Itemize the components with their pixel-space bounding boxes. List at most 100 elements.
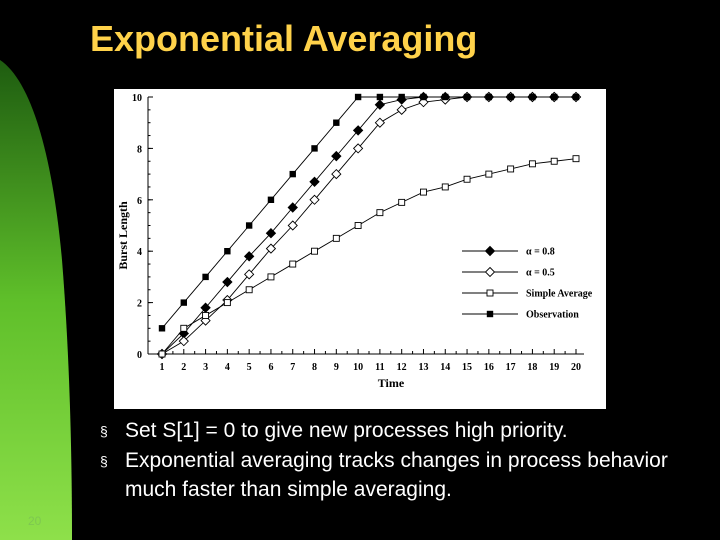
y-tick-label: 2 [137, 299, 142, 310]
series-line-observation [161, 96, 576, 329]
data-point-simple-average [572, 155, 580, 163]
data-point-observation [507, 93, 514, 101]
y-axis-label: Burst Length [116, 201, 130, 270]
data-point-simple-average [267, 273, 275, 281]
data-point-observation [224, 248, 231, 255]
page-number: 20 [28, 514, 42, 528]
data-point-observation [158, 325, 166, 332]
x-tick-label: 6 [268, 362, 273, 373]
data-point-0-8 [374, 99, 386, 110]
x-tick-label: 19 [549, 362, 559, 373]
legend-label: Observation [526, 310, 579, 321]
data-point-observation [289, 170, 296, 178]
data-point-observation [267, 196, 275, 203]
y-tick-label: 0 [137, 350, 142, 361]
data-point-0-5 [309, 194, 320, 205]
bullet-text: Exponential averaging tracks changes in … [125, 449, 668, 501]
data-point-observation [463, 93, 471, 101]
data-point-simple-average [289, 260, 297, 268]
bullet-marker-icon: § [100, 453, 108, 469]
data-point-simple-average [180, 324, 188, 332]
chart-panel: 0 2 4 6 8 10 1 2 3 4 5 6 7 8 9 10 11 12 13 14 15 16 17 18 19 20 Ti… [114, 89, 606, 409]
data-point-observation [245, 222, 253, 229]
data-point-simple-average [420, 188, 427, 196]
x-tick-label: 14 [440, 362, 450, 373]
y-tick-label: 6 [137, 196, 142, 207]
x-tick-label: 12 [397, 362, 407, 373]
y-tick-label: 8 [137, 144, 142, 155]
data-point-simple-average [202, 311, 210, 319]
data-point-0-8 [287, 202, 298, 213]
x-tick-label: 18 [527, 362, 537, 373]
x-tick-label: 1 [160, 362, 165, 373]
bullet-item: § Set S[1] = 0 to give new processes hig… [100, 416, 700, 446]
data-point-simple-average [528, 160, 536, 168]
x-tick-label: 5 [247, 362, 252, 373]
x-tick-label: 8 [312, 362, 317, 373]
y-tick-label: 10 [132, 93, 142, 104]
series-line-simple-average [161, 158, 577, 355]
data-point-observation [551, 93, 558, 101]
data-point-simple-average [441, 183, 449, 191]
data-point-0-8 [331, 150, 342, 162]
legend-marker [484, 266, 496, 278]
legend-marker [484, 245, 496, 257]
legend-label: α = 0.5 [526, 268, 555, 279]
bullet-item: § Exponential averaging tracks changes i… [100, 446, 700, 504]
data-point-0-8 [243, 251, 255, 262]
data-point-observation [333, 119, 340, 126]
legend-label: α = 0.8 [526, 247, 555, 258]
legend-marker [486, 289, 494, 297]
data-point-simple-average [245, 286, 253, 294]
x-tick-label: 20 [571, 362, 581, 373]
data-point-observation [572, 93, 580, 101]
data-point-0-8 [309, 176, 320, 188]
data-point-0-5 [178, 336, 189, 347]
bullet-marker-icon: § [100, 423, 108, 439]
data-point-simple-average [311, 247, 318, 255]
x-tick-label: 7 [290, 362, 295, 373]
legend-label: Simple Average [526, 289, 593, 300]
data-point-0-5 [396, 104, 407, 115]
data-point-0-5 [244, 269, 255, 280]
bullet-text: Set S[1] = 0 to give new processes high … [125, 419, 568, 442]
data-point-simple-average [354, 222, 362, 229]
data-point-simple-average [332, 234, 340, 242]
x-tick-label: 10 [353, 362, 363, 373]
data-point-observation [311, 145, 318, 152]
data-point-observation [180, 299, 187, 306]
x-tick-label: 17 [506, 362, 516, 373]
data-point-observation [420, 93, 427, 101]
data-point-simple-average [398, 198, 406, 206]
x-tick-label: 13 [418, 362, 428, 373]
data-point-observation [529, 93, 536, 101]
data-point-0-8 [265, 228, 277, 239]
data-point-observation [398, 93, 405, 101]
y-tick-label: 4 [137, 247, 142, 258]
bullet-list: § Set S[1] = 0 to give new processes hig… [100, 416, 700, 504]
x-tick-label: 11 [375, 362, 384, 373]
x-axis-label: Time [378, 376, 405, 390]
data-point-0-8 [222, 276, 233, 288]
x-tick-label: 15 [462, 362, 472, 373]
x-tick-label: 4 [225, 362, 230, 373]
data-point-0-5 [265, 243, 277, 254]
data-point-observation [376, 93, 384, 101]
data-point-0-5 [331, 168, 342, 180]
data-point-0-8 [352, 125, 364, 136]
data-point-simple-average [376, 209, 384, 217]
x-tick-label: 2 [181, 362, 186, 373]
data-point-simple-average [463, 175, 471, 183]
data-point-observation [202, 273, 209, 281]
slide-title: Exponential Averaging [90, 18, 478, 59]
data-point-0-5 [352, 143, 364, 154]
x-tick-label: 3 [203, 362, 208, 373]
x-tick-label: 9 [334, 362, 339, 373]
data-point-0-5 [374, 117, 386, 128]
x-tick-label: 16 [484, 362, 494, 373]
data-point-simple-average [158, 350, 166, 358]
data-point-0-5 [287, 220, 298, 231]
data-point-simple-average [223, 299, 231, 307]
data-point-observation [485, 93, 493, 101]
